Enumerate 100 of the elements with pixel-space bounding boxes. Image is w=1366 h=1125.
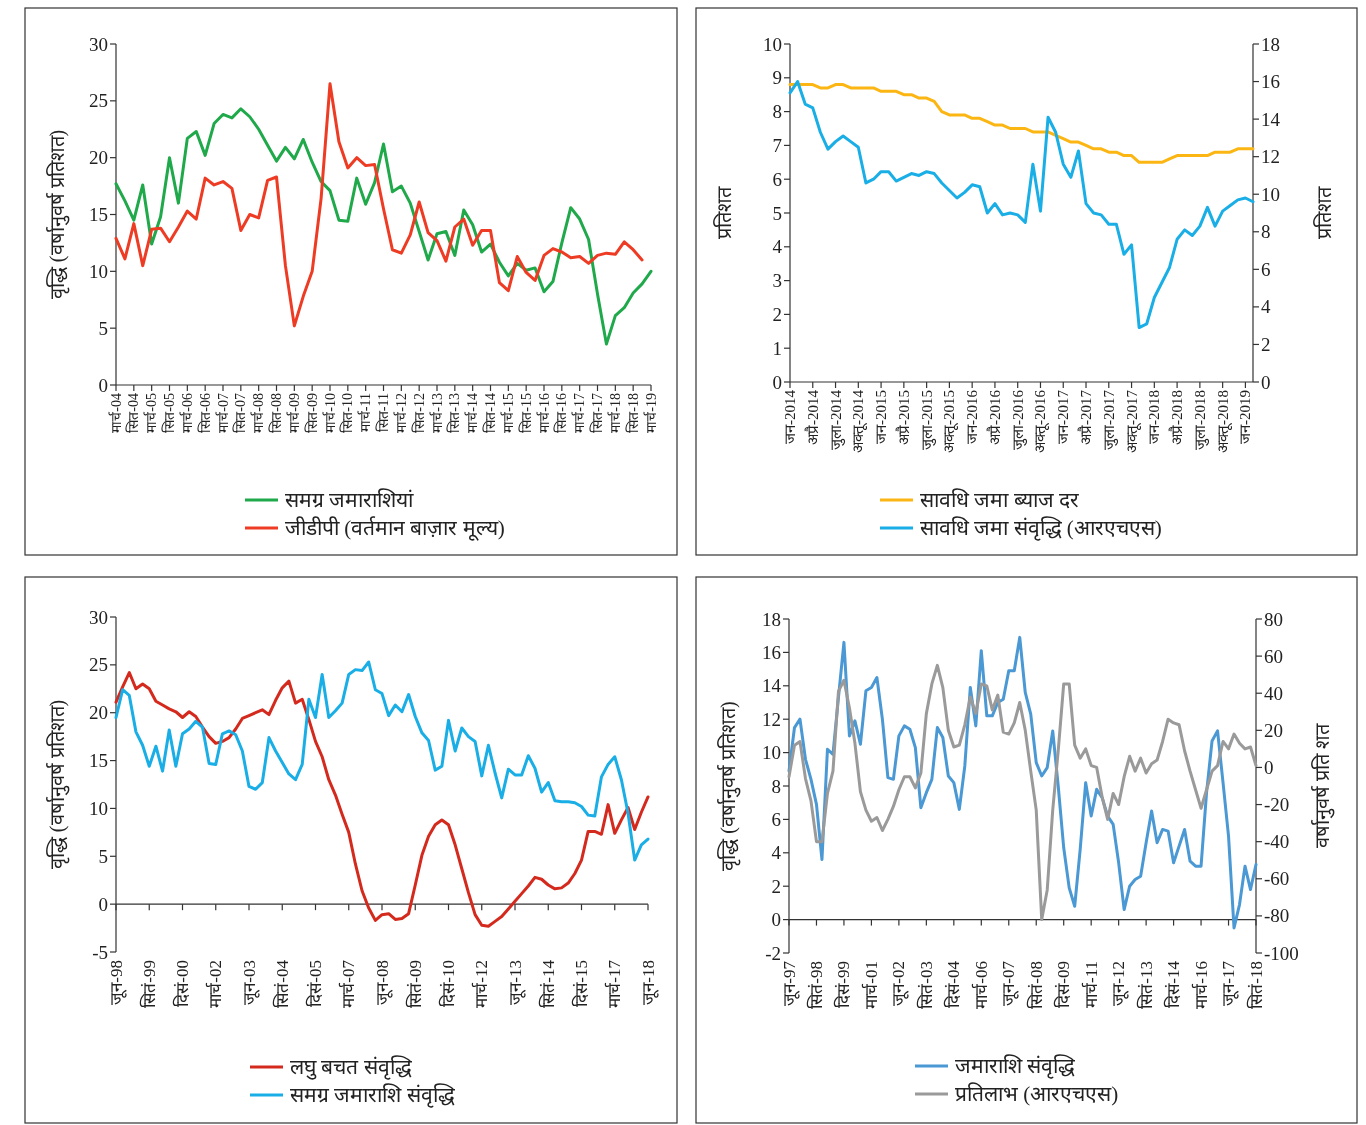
- x-tick-label: जन-2017: [1055, 389, 1072, 444]
- x-tick-label: सित-07: [232, 393, 249, 433]
- x-tick-label: जून-07: [999, 960, 1020, 1006]
- x-tick-label: सितं-14: [537, 959, 558, 1008]
- y-tick-label: -5: [92, 941, 108, 963]
- y-tick-label: 4: [772, 236, 783, 258]
- x-tick-label: दिसं-99: [833, 961, 854, 1008]
- x-tick-label: सित-16: [553, 393, 570, 433]
- x-tick-label: मार्च-15: [499, 393, 516, 433]
- y-tick-label: 3: [772, 270, 782, 292]
- x-tick-label: सित-18: [624, 393, 641, 433]
- y-tick-label: 18: [762, 608, 781, 630]
- y-tick-label: 15: [89, 750, 108, 772]
- y-tick-label: 2: [771, 875, 781, 897]
- y2-tick-label: 8: [1261, 221, 1271, 243]
- y2-axis-title: वर्षानुवर्ष प्रति शत: [1311, 723, 1335, 848]
- y-tick-label: 8: [771, 775, 781, 797]
- x-tick-label: जुला-2014: [827, 389, 846, 450]
- x-tick-label: जुला-2017: [1100, 389, 1119, 450]
- legend-label: समग्र जमाराशि संवृद्धि: [290, 1083, 455, 1108]
- x-tick-label: मार्च-08: [250, 393, 267, 433]
- y-tick-label: 30: [89, 606, 108, 628]
- legend-label: समग्र जमाराशियां: [285, 488, 415, 512]
- x-tick-label: मार्च-17: [604, 959, 625, 1008]
- x-tick-label: जुला-2015: [918, 390, 937, 450]
- y-tick-label: 10: [89, 797, 108, 819]
- x-tick-label: सित-06: [196, 393, 213, 433]
- legend-label: जीडीपी (वर्तमान बाज़ार मूल्य): [285, 516, 505, 541]
- x-tick-label: सितं-98: [805, 961, 826, 1009]
- x-tick-label: मार्च-11: [1080, 961, 1101, 1009]
- x-tick-label: मार्च-13: [428, 393, 445, 433]
- x-tick-label: जून-98: [106, 960, 127, 1005]
- x-tick-label: मार्च-12: [392, 393, 409, 433]
- x-tick-label: सितं-99: [138, 960, 159, 1008]
- y2-tick-label: 14: [1261, 108, 1281, 130]
- x-tick-label: अक्तू-2014: [850, 389, 869, 453]
- x-tick-label: मार्च-10: [321, 393, 338, 433]
- y-tick-label: 30: [89, 33, 108, 55]
- y-tick-label: 14: [762, 675, 782, 697]
- x-tick-label: सितं-08: [1025, 961, 1046, 1009]
- x-tick-label: दिसं-05: [305, 960, 325, 1007]
- legend-label: सावधि जमा ब्याज दर: [920, 488, 1079, 512]
- y2-tick-label: 0: [1264, 756, 1274, 778]
- y2-axis-title: प्रतिशत: [1313, 186, 1335, 239]
- x-tick-label: सित-17: [589, 393, 605, 433]
- y-tick-label: 0: [772, 371, 782, 393]
- legend-label: सावधि जमा संवृद्धि (आरएचएस): [920, 516, 1162, 541]
- y2-tick-label: 80: [1264, 608, 1283, 630]
- x-tick-label: सित-15: [517, 393, 534, 433]
- x-tick-label: दिसं-00: [172, 960, 192, 1007]
- y2-tick-label: 16: [1261, 71, 1280, 93]
- x-tick-label: अप्रै-2014: [803, 389, 821, 445]
- y2-tick-label: 0: [1261, 371, 1271, 393]
- y2-tick-label: -60: [1264, 868, 1290, 890]
- y2-tick-label: 4: [1261, 296, 1271, 318]
- y-tick-label: 0: [98, 374, 108, 396]
- x-tick-label: सितं-13: [1135, 961, 1156, 1009]
- x-tick-label: सित-10: [339, 393, 356, 433]
- x-tick-label: जन-2014: [782, 389, 798, 444]
- y2-tick-label: -20: [1264, 794, 1290, 816]
- x-tick-label: सित-08: [268, 393, 284, 433]
- y-tick-label: 6: [772, 168, 782, 190]
- y2-tick-label: 2: [1261, 333, 1271, 355]
- y2-tick-label: -40: [1264, 831, 1290, 853]
- y-tick-label: 5: [98, 317, 108, 339]
- y2-tick-label: 12: [1261, 146, 1280, 168]
- x-tick-label: सित-04: [125, 393, 142, 433]
- x-tick-label: सित-13: [446, 393, 463, 433]
- y-axis-title: वृद्धि (वर्षानुवर्ष प्रतिशत): [717, 701, 741, 871]
- y-tick-label: 20: [89, 147, 108, 169]
- y-tick-label: 25: [89, 90, 108, 112]
- y-tick-label: 4: [771, 842, 782, 864]
- x-tick-label: सित-09: [303, 393, 320, 433]
- x-tick-label: जून-03: [239, 960, 260, 1005]
- y-tick-label: 0: [771, 909, 781, 931]
- x-tick-label: जन-2016: [964, 389, 981, 444]
- x-tick-label: जून-08: [372, 960, 393, 1005]
- x-tick-label: अप्रै-2015: [894, 390, 912, 445]
- x-tick-label: मार्च-19: [642, 393, 659, 433]
- x-tick-label: जन-2019: [1237, 390, 1254, 444]
- x-tick-label: मार्च-04: [107, 393, 124, 433]
- x-tick-label: मार्च-16: [535, 393, 552, 433]
- x-tick-label: जून-97: [779, 960, 800, 1006]
- x-tick-label: जन-2018: [1146, 390, 1163, 444]
- y-axis-title: वृद्धि (वर्षानुवर्ष प्रतिशत): [46, 129, 70, 300]
- x-tick-label: जन-2015: [873, 390, 890, 444]
- y2-tick-label: -100: [1264, 942, 1299, 964]
- x-tick-label: सित-12: [410, 393, 427, 433]
- y-tick-label: 20: [89, 702, 108, 724]
- y-tick-label: 10: [763, 33, 782, 55]
- x-tick-label: सितं-03: [915, 961, 936, 1009]
- y-tick-label: 0: [98, 893, 108, 915]
- x-tick-label: सितं-09: [404, 960, 425, 1008]
- y2-tick-label: -80: [1264, 905, 1290, 927]
- y-tick-label: 2: [772, 303, 782, 325]
- y2-tick-label: 40: [1264, 682, 1283, 704]
- x-tick-label: जून-18: [638, 960, 659, 1005]
- y-tick-label: 12: [762, 708, 781, 730]
- x-tick-label: जून-13: [505, 960, 526, 1005]
- x-tick-label: सित-14: [482, 393, 498, 433]
